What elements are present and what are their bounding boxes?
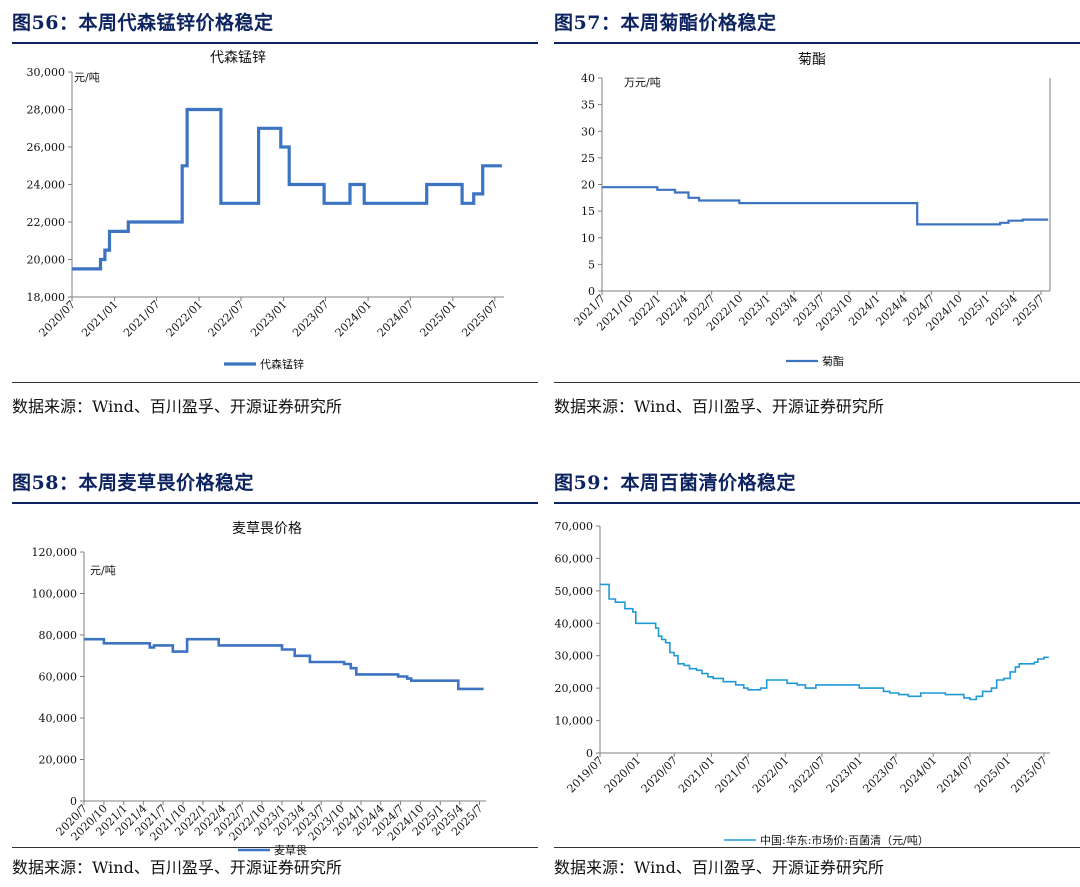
x-tick-label: 2025/07: [459, 298, 501, 340]
x-tick-label: 2021/01: [676, 754, 718, 796]
y-tick-label: 26,000: [27, 141, 66, 154]
figure-56-panel: 图56：本周代森锰锌价格稳定 18,000 20,000 22,000 24,000 2…: [12, 8, 538, 418]
y-tick-label: 0: [588, 285, 595, 298]
unit-label: 元/吨: [90, 564, 116, 577]
x-tick-label: 2025/01: [972, 754, 1014, 796]
chart-title: 麦草畏价格: [232, 521, 302, 537]
title-rule: [12, 502, 538, 504]
y-tick-label: 20,000: [555, 682, 594, 695]
x-tick-label: 2023/01: [248, 298, 290, 340]
series-line: [602, 186, 1049, 226]
figure-title: 图59：本周百菌清价格稳定: [554, 472, 796, 494]
unit-label: 万元/吨: [624, 76, 661, 89]
y-tick-label: 22,000: [27, 216, 66, 229]
x-tick-label: 2021/01: [79, 298, 121, 340]
source-text: 数据来源：Wind、百川盈孚、开源证券研究所: [554, 858, 884, 877]
y-tick-label: 80,000: [39, 629, 78, 642]
x-tick-label: 2022/07: [206, 298, 248, 340]
x-tick-label: 2022/01: [164, 298, 206, 340]
series-line: [84, 637, 484, 691]
y-tick-label: 30,000: [555, 650, 594, 663]
y-tick-label: 70,000: [555, 520, 594, 533]
x-tick-label: 2020/01: [602, 754, 644, 796]
y-tick-label: 40: [581, 72, 595, 85]
y-tick-label: 35: [581, 99, 595, 112]
y-tick-label: 20,000: [39, 754, 78, 767]
x-tick-label: 2023/07: [290, 298, 332, 340]
source-rule: [554, 382, 1080, 383]
unit-label: 元/吨: [74, 71, 100, 84]
x-tick-label: 2023/01: [824, 754, 866, 796]
chart-chlorothalonil: 0 10,000 20,000 30,000 40,000 50,000 60,000 70,…: [555, 520, 1051, 847]
x-tick-label: 2025/01: [417, 298, 459, 340]
y-tick-label: 10: [581, 232, 595, 245]
x-tick-label: 2025/07: [1009, 754, 1051, 796]
x-tick-label: 2022/01: [750, 754, 792, 796]
y-tick-label: 20: [581, 179, 595, 192]
y-tick-label: 0: [70, 795, 77, 808]
y-tick-label: 25: [581, 152, 595, 165]
title-rule: [12, 42, 538, 44]
x-tick-label: 2019/07: [565, 754, 607, 796]
chart-manganese-zinc: 18,000 20,000 22,000 24,000 26,000 28,000 30,0…: [27, 50, 504, 371]
x-tick-label: 2020/07: [37, 298, 79, 340]
source-rule: [12, 382, 538, 383]
legend-label: 中国:华东:市场价:百菌清（元/吨）: [760, 833, 929, 847]
chart-dicamba: 020,00040,00060,00080,000100,000120,0002…: [32, 521, 486, 857]
y-tick-label: 40,000: [39, 712, 78, 725]
y-tick-label: 60,000: [39, 671, 78, 684]
source-rule: [554, 847, 1080, 848]
y-tick-label: 24,000: [27, 179, 66, 192]
x-tick-label: 2024/01: [898, 754, 940, 796]
legend-label: 代森锰锌: [260, 357, 304, 371]
chart-title: 菊酯: [798, 52, 826, 68]
x-tick-label: 2021/07: [713, 754, 755, 796]
y-tick-label: 28,000: [27, 104, 66, 117]
figure-title: 图57：本周菊酯价格稳定: [554, 12, 777, 34]
y-tick-label: 18,000: [27, 291, 66, 304]
x-tick-label: 2020/07: [639, 754, 681, 796]
y-tick-label: 20,000: [27, 254, 66, 267]
chart-pyrethroid: 05101520253035402021/72021/102022/12022/…: [572, 52, 1051, 368]
x-tick-label: 2023/07: [860, 754, 902, 796]
chart-title: 代森锰锌: [210, 50, 266, 66]
source-text: 数据来源：Wind、百川盈孚、开源证券研究所: [12, 397, 342, 416]
figure-58-panel: 图58：本周麦草畏价格稳定 0 20,000 40,000 60,000 80,000 1…: [12, 468, 538, 878]
legend-label: 菊酯: [822, 355, 844, 368]
source-text: 数据来源：Wind、百川盈孚、开源证券研究所: [554, 397, 884, 416]
y-tick-label: 100,000: [32, 588, 78, 601]
title-rule: [554, 42, 1080, 44]
y-tick-label: 40,000: [555, 617, 594, 630]
y-tick-label: 30,000: [27, 66, 66, 79]
figure-57-panel: 图57：本周菊酯价格稳定 0 5 10 15 20 25 30 35 40 2021/7 2021/…: [554, 8, 1080, 418]
y-tick-label: 60,000: [555, 552, 594, 565]
source-text: 数据来源：Wind、百川盈孚、开源证券研究所: [12, 858, 342, 877]
y-tick-label: 15: [581, 205, 595, 218]
y-tick-label: 0: [586, 747, 593, 760]
y-tick-label: 5: [588, 258, 595, 271]
series-line: [600, 583, 1049, 701]
source-rule: [12, 847, 538, 848]
y-tick-label: 120,000: [32, 546, 78, 559]
y-tick-label: 30: [581, 125, 595, 138]
figure-title: 图58：本周麦草畏价格稳定: [12, 472, 254, 494]
x-tick-label: 2022/07: [787, 754, 829, 796]
x-tick-label: 2024/01: [333, 298, 375, 340]
x-tick-label: 2024/07: [935, 754, 977, 796]
x-tick-label: 2024/07: [375, 298, 417, 340]
series-line: [72, 107, 502, 271]
figure-title: 图56：本周代森锰锌价格稳定: [12, 12, 274, 34]
x-tick-label: 2021/07: [121, 298, 163, 340]
y-tick-label: 50,000: [555, 585, 594, 598]
figure-59-panel: 图59：本周百菌清价格稳定 0 10,000 20,000 30,000 40,000 5…: [554, 468, 1080, 878]
title-rule: [554, 502, 1080, 504]
y-tick-label: 10,000: [555, 715, 594, 728]
